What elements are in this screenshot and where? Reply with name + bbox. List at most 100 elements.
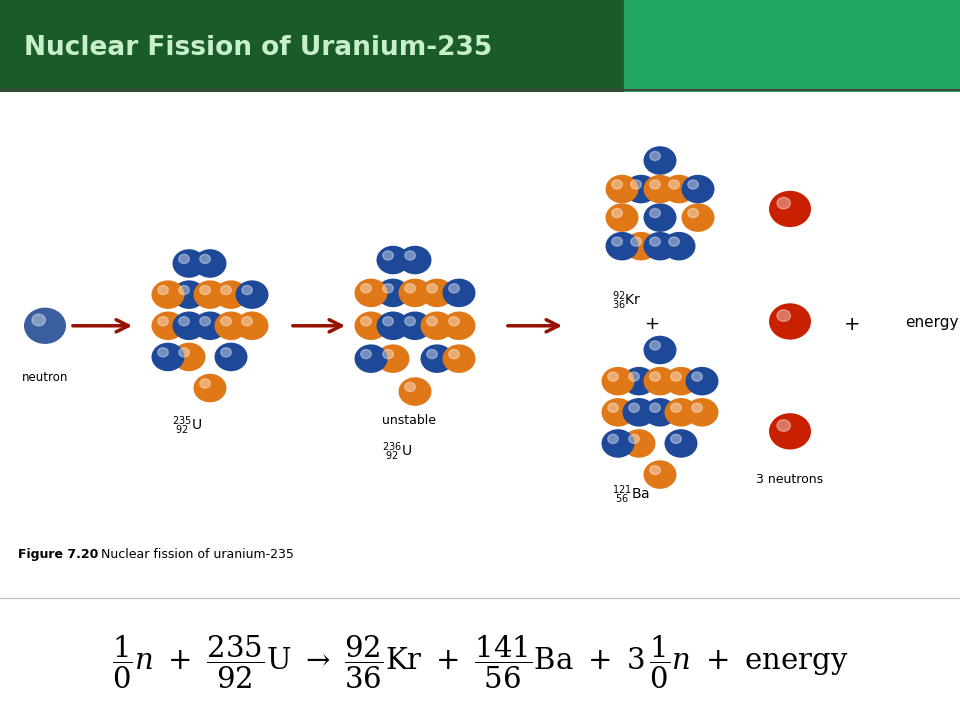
Circle shape: [405, 317, 416, 325]
Circle shape: [625, 232, 658, 261]
Circle shape: [420, 279, 453, 307]
Circle shape: [671, 403, 682, 413]
Circle shape: [612, 180, 622, 189]
Circle shape: [448, 284, 459, 293]
Circle shape: [664, 398, 698, 426]
Circle shape: [622, 429, 656, 458]
Circle shape: [361, 349, 372, 359]
Circle shape: [179, 317, 189, 325]
Circle shape: [662, 175, 695, 203]
Circle shape: [398, 377, 431, 406]
Circle shape: [200, 379, 210, 388]
Text: $\mathregular{^{236}_{\ 92}}$U: $\mathregular{^{236}_{\ 92}}$U: [382, 440, 412, 462]
Circle shape: [200, 286, 210, 294]
Circle shape: [157, 348, 168, 357]
Circle shape: [194, 312, 227, 340]
Text: energy: energy: [905, 315, 958, 330]
Circle shape: [443, 279, 475, 307]
Circle shape: [448, 317, 459, 325]
Circle shape: [650, 180, 660, 189]
Circle shape: [777, 310, 790, 321]
Circle shape: [179, 348, 189, 357]
Circle shape: [427, 317, 438, 325]
Circle shape: [682, 175, 714, 203]
Circle shape: [354, 312, 388, 340]
Circle shape: [606, 232, 638, 261]
Circle shape: [443, 344, 475, 373]
Text: $\mathregular{^{121}_{\ 56}}$Ba: $\mathregular{^{121}_{\ 56}}$Ba: [612, 483, 650, 506]
Text: +: +: [844, 315, 860, 334]
Circle shape: [650, 151, 660, 161]
Circle shape: [671, 434, 682, 444]
Circle shape: [669, 237, 680, 246]
Circle shape: [622, 398, 656, 426]
Text: unstable: unstable: [382, 414, 436, 427]
Circle shape: [405, 284, 416, 293]
Circle shape: [687, 180, 698, 189]
Circle shape: [606, 175, 638, 203]
Circle shape: [650, 237, 660, 246]
Circle shape: [682, 203, 714, 232]
Circle shape: [376, 279, 410, 307]
Circle shape: [612, 237, 622, 246]
Circle shape: [173, 312, 205, 340]
Circle shape: [608, 372, 618, 381]
Circle shape: [398, 312, 431, 340]
Circle shape: [602, 398, 635, 426]
Circle shape: [669, 180, 680, 189]
Circle shape: [200, 254, 210, 264]
Circle shape: [622, 367, 656, 395]
Circle shape: [650, 403, 660, 413]
Circle shape: [420, 312, 453, 340]
Circle shape: [650, 465, 660, 474]
Circle shape: [650, 372, 660, 381]
Circle shape: [662, 232, 695, 261]
Circle shape: [152, 343, 184, 372]
Circle shape: [625, 175, 658, 203]
Circle shape: [235, 280, 269, 309]
Circle shape: [612, 209, 622, 217]
Circle shape: [383, 251, 394, 260]
Circle shape: [602, 429, 635, 458]
Circle shape: [405, 382, 416, 392]
Circle shape: [173, 343, 205, 372]
Circle shape: [643, 232, 677, 261]
Circle shape: [606, 203, 638, 232]
Circle shape: [221, 348, 231, 357]
Circle shape: [221, 317, 231, 325]
Circle shape: [608, 434, 618, 444]
Circle shape: [179, 286, 189, 294]
Circle shape: [769, 413, 811, 449]
Circle shape: [427, 284, 438, 293]
Circle shape: [221, 286, 231, 294]
Circle shape: [157, 286, 168, 294]
Circle shape: [235, 312, 269, 340]
Text: $\dfrac{1}{0}n\ +\ \dfrac{235}{92}\mathrm{U}\ \rightarrow\ \dfrac{92}{36}\mathrm: $\dfrac{1}{0}n\ +\ \dfrac{235}{92}\mathr…: [111, 634, 849, 690]
Circle shape: [361, 284, 372, 293]
Circle shape: [664, 429, 698, 458]
Circle shape: [200, 317, 210, 325]
Circle shape: [650, 209, 660, 217]
Circle shape: [448, 349, 459, 359]
Circle shape: [443, 312, 475, 340]
Circle shape: [629, 403, 639, 413]
Circle shape: [157, 317, 168, 325]
Circle shape: [376, 312, 410, 340]
Circle shape: [194, 374, 227, 402]
Circle shape: [643, 367, 677, 395]
Circle shape: [376, 246, 410, 274]
Circle shape: [608, 403, 618, 413]
Circle shape: [777, 420, 790, 431]
Circle shape: [629, 434, 639, 444]
Circle shape: [777, 197, 790, 209]
Circle shape: [354, 344, 388, 373]
Circle shape: [179, 254, 189, 264]
Circle shape: [643, 146, 677, 175]
Circle shape: [405, 251, 416, 260]
Circle shape: [643, 175, 677, 203]
Circle shape: [629, 372, 639, 381]
Circle shape: [643, 336, 677, 364]
Circle shape: [769, 303, 811, 340]
Circle shape: [361, 317, 372, 325]
Circle shape: [376, 344, 410, 373]
